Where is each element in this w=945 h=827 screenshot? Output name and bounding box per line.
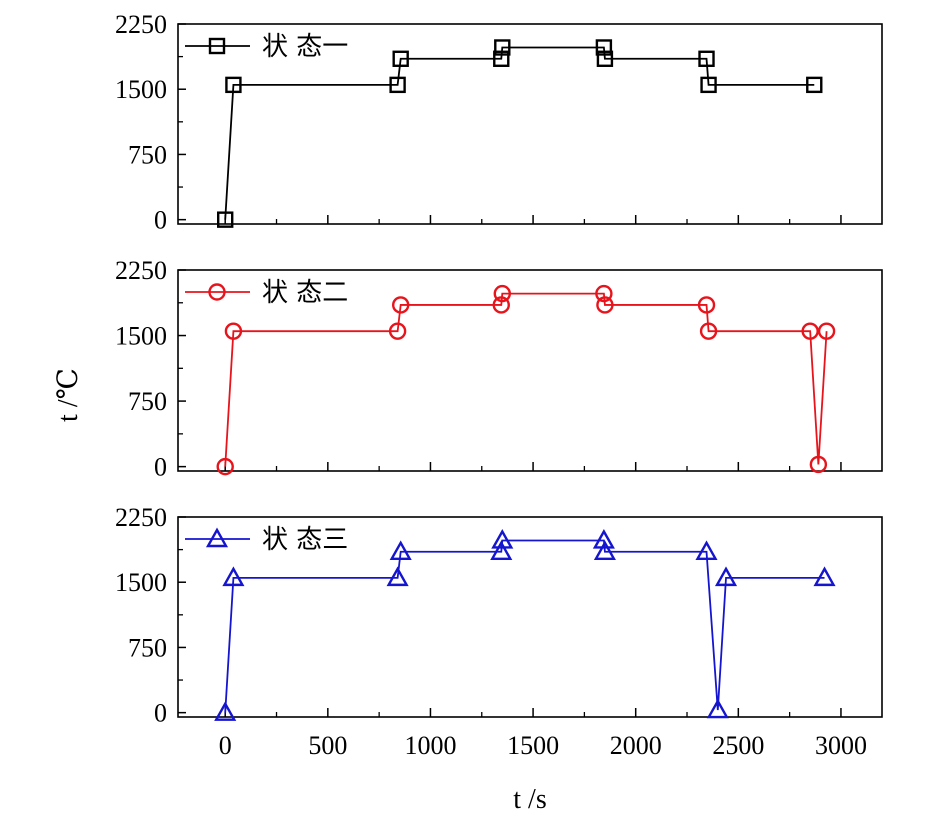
data-point-3 — [695, 540, 718, 560]
legend-marker — [208, 37, 226, 55]
data-point-1 — [806, 76, 823, 94]
y-tick-label: 2250 — [115, 256, 167, 285]
x-axis-label: t /s — [513, 784, 546, 815]
data-point-1 — [217, 211, 234, 228]
y-tick-label: 0 — [154, 699, 167, 728]
data-point-3 — [592, 529, 615, 549]
data-point-2 — [492, 296, 510, 314]
data-point-1 — [392, 50, 409, 67]
data-point-1 — [596, 50, 614, 67]
data-point-3 — [386, 566, 409, 587]
plot-frame — [177, 23, 883, 225]
chart-panels: 0 750 1500 2250 状 态一 0 750 1500 2250 状 态二 0 750 1500… — [115, 10, 883, 728]
data-point-3 — [706, 698, 729, 719]
data-point-2 — [697, 296, 716, 314]
series-line-1 — [224, 46, 815, 220]
data-point-1 — [493, 50, 510, 67]
y-tick-label: 750 — [128, 140, 167, 169]
y-axis-label: t /℃ — [53, 368, 84, 422]
x-tick-label: 0 — [219, 731, 232, 760]
data-point-3 — [714, 566, 738, 587]
y-tick-label: 2250 — [115, 10, 167, 39]
data-point-3 — [222, 566, 245, 587]
data-point-3 — [593, 540, 616, 560]
legend-3: 状 态三 — [185, 525, 348, 555]
data-point-2 — [817, 322, 836, 340]
data-point-2 — [391, 296, 410, 314]
y-tick-label: 1500 — [115, 75, 167, 104]
data-point-2 — [801, 322, 819, 340]
data-point-3 — [491, 529, 514, 549]
data-point-1 — [494, 39, 511, 56]
x-tick-label: 3000 — [815, 731, 867, 760]
data-point-1 — [698, 50, 715, 67]
data-point-1 — [700, 76, 717, 94]
x-tick-label: 2500 — [712, 731, 764, 760]
panel-1: 0 750 1500 2250 状 态一 — [115, 10, 883, 235]
legend-1: 状 态一 — [185, 32, 348, 62]
data-point-2 — [388, 322, 407, 340]
y-tick-label: 0 — [154, 206, 167, 235]
legend-label: 状 态二 — [262, 278, 348, 308]
data-point-2 — [595, 284, 613, 303]
panel-3: 0 750 1500 2250 状 态三 — [115, 503, 883, 728]
legend-label: 状 态一 — [262, 32, 348, 62]
y-tick-label: 750 — [128, 633, 167, 662]
data-point-3 — [813, 566, 836, 587]
y-tick-label: 0 — [154, 453, 167, 482]
x-tick-labels: 0 500 1000 1500 2000 2500 3000 — [219, 731, 867, 760]
x-tick-label: 2000 — [610, 731, 662, 760]
legend-label: 状 态三 — [262, 525, 348, 555]
data-point-2 — [493, 284, 511, 303]
y-tick-label: 1500 — [115, 322, 167, 351]
data-point-1 — [389, 76, 406, 94]
legend-2: 状 态二 — [185, 278, 348, 308]
data-point-3 — [214, 701, 237, 721]
data-point-3 — [490, 540, 513, 560]
series-line-3 — [224, 539, 825, 713]
data-point-2 — [596, 296, 614, 314]
legend-marker — [205, 527, 229, 548]
data-point-3 — [389, 540, 412, 560]
y-tick-label: 2250 — [115, 503, 167, 532]
data-point-2 — [224, 322, 243, 340]
panel-2: 0 750 1500 2250 状 态二 — [115, 256, 883, 482]
y-tick-label: 750 — [128, 387, 167, 416]
x-tick-label: 500 — [308, 731, 347, 760]
data-point-2 — [809, 455, 828, 474]
legend-marker — [208, 283, 226, 301]
x-tick-label: 1000 — [404, 731, 456, 760]
x-tick-label: 1500 — [507, 731, 559, 760]
plot-frame — [177, 516, 883, 718]
data-point-1 — [225, 76, 242, 94]
series-line-2 — [224, 292, 828, 467]
data-point-2 — [699, 322, 718, 340]
data-point-1 — [595, 39, 613, 56]
data-point-2 — [216, 457, 234, 476]
plot-frame — [177, 269, 883, 472]
y-tick-label: 1500 — [115, 568, 167, 597]
